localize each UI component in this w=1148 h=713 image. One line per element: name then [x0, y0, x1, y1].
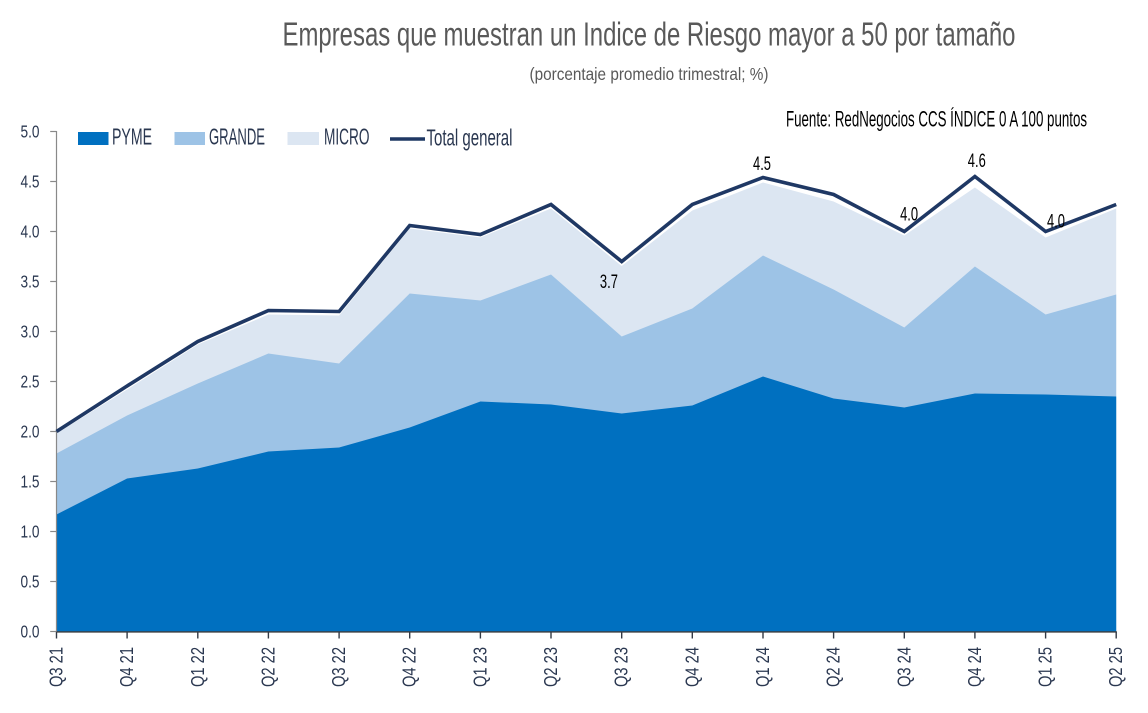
svg-text:MICRO: MICRO	[324, 124, 370, 150]
svg-text:4.5: 4.5	[21, 172, 40, 192]
svg-text:PYME: PYME	[112, 124, 152, 150]
svg-text:2.0: 2.0	[21, 422, 40, 442]
svg-text:2.5: 2.5	[21, 372, 40, 392]
svg-text:5.0: 5.0	[21, 122, 40, 142]
svg-text:Q3 21: Q3 21	[47, 647, 67, 687]
svg-text:Q1 22: Q1 22	[188, 647, 208, 687]
svg-text:Q2 23: Q2 23	[541, 647, 561, 687]
svg-text:0.5: 0.5	[21, 572, 40, 592]
svg-text:Fuente: RedNegocios CCS ÍNDICE: Fuente: RedNegocios CCS ÍNDICE 0 A 100 p…	[786, 107, 1087, 132]
svg-text:GRANDE: GRANDE	[209, 124, 265, 150]
svg-text:Q1 24: Q1 24	[753, 647, 773, 687]
svg-text:4.0: 4.0	[1047, 212, 1065, 233]
svg-text:Q1 25: Q1 25	[1036, 647, 1056, 687]
svg-text:Q4 24: Q4 24	[965, 647, 985, 687]
svg-text:Q4 21: Q4 21	[117, 647, 137, 687]
svg-text:1.5: 1.5	[21, 472, 40, 492]
svg-text:Q4 22: Q4 22	[400, 647, 420, 687]
svg-text:4.5: 4.5	[753, 154, 771, 175]
svg-text:3.0: 3.0	[21, 322, 40, 342]
svg-text:1.0: 1.0	[21, 522, 40, 542]
svg-text:Total general: Total general	[427, 124, 513, 150]
svg-text:0.0: 0.0	[21, 622, 40, 642]
svg-text:(porcentaje promedio trimestra: (porcentaje promedio trimestral; %)	[530, 64, 769, 84]
svg-text:Q2 25: Q2 25	[1106, 647, 1126, 687]
svg-text:Q2 22: Q2 22	[258, 647, 278, 687]
svg-text:Q3 22: Q3 22	[329, 647, 349, 687]
svg-text:Empresas que muestran un Indic: Empresas que muestran un Indice de Riesg…	[283, 17, 1016, 54]
svg-text:3.7: 3.7	[600, 272, 618, 293]
svg-text:4.6: 4.6	[968, 151, 986, 172]
svg-text:Q3 23: Q3 23	[612, 647, 632, 687]
svg-text:4.0: 4.0	[900, 204, 918, 225]
svg-text:3.5: 3.5	[21, 272, 40, 292]
svg-text:Q4 24: Q4 24	[682, 647, 702, 687]
svg-text:Q1 23: Q1 23	[470, 647, 490, 687]
svg-text:Q3 24: Q3 24	[894, 647, 914, 687]
svg-text:4.0: 4.0	[21, 222, 40, 242]
svg-text:Q2 24: Q2 24	[824, 647, 844, 687]
